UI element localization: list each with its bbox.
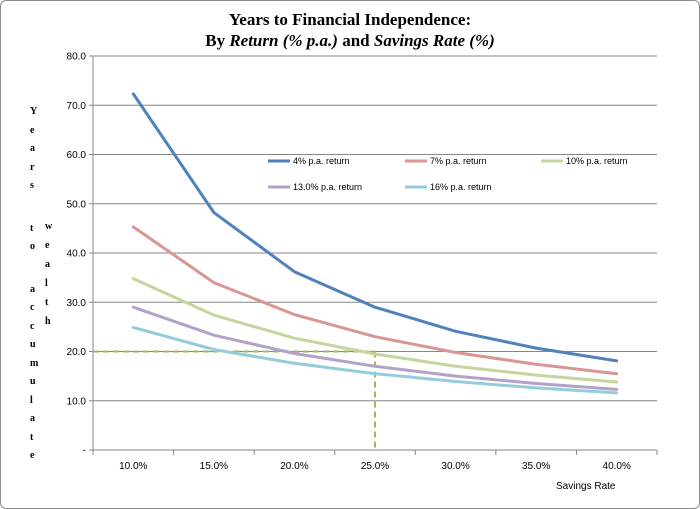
y-axis-label-letter: u	[30, 376, 36, 388]
y-axis-label-letter: e	[45, 240, 50, 251]
x-tick-label: 35.0%	[522, 461, 550, 472]
chart-title-line1: Years to Financial Independence:	[228, 10, 472, 29]
y-axis-label-letter: Y	[30, 106, 38, 117]
y-tick-label: 70.0	[67, 101, 87, 112]
x-tick-label: 40.0%	[603, 461, 631, 472]
x-tick-label: 30.0%	[441, 461, 469, 472]
y-axis-label-letter	[30, 261, 38, 285]
series-line-1	[131, 92, 619, 363]
y-axis-label-letter: l	[30, 394, 33, 406]
y-axis-label-letter: t	[30, 222, 34, 234]
x-axis-label: Savings Rate	[556, 481, 616, 492]
y-axis-label-letter: a	[30, 413, 35, 425]
y-axis-label-letter: e	[30, 124, 35, 136]
y-tick-label: 30.0	[67, 298, 87, 309]
y-axis-label-letter: s	[30, 180, 34, 191]
y-axis-label-letter: l	[45, 278, 48, 289]
y-tick-label: 60.0	[67, 150, 87, 161]
y-axis-label-letter: m	[30, 357, 39, 369]
y-axis-label-letter: e	[30, 450, 35, 462]
y-axis-label-letter: a	[30, 143, 35, 154]
series-line-4	[131, 305, 619, 391]
y-axis-label-letter: c	[30, 320, 35, 332]
x-tick-label: 10.0%	[119, 461, 147, 472]
y-axis-label-letter	[30, 200, 38, 224]
y-axis-label-letter: w	[45, 221, 53, 232]
title-savings-rate: Savings Rate (%)	[373, 31, 495, 50]
legend-label: 10% p.a. return	[566, 156, 628, 166]
y-axis-label-letter: t	[45, 297, 49, 308]
title-prefix: By	[205, 31, 230, 50]
legend-label: 7% p.a. return	[430, 156, 487, 166]
y-axis-label-letter: a	[30, 283, 35, 295]
legend-label: 16% p.a. return	[430, 182, 492, 192]
series-line-2	[131, 225, 619, 376]
y-tick-label: 80.0	[67, 52, 87, 63]
y-axis-label-letter: r	[30, 161, 35, 173]
y-axis-label-letter: c	[30, 302, 35, 314]
y-axis-label-letter: u	[30, 339, 36, 351]
series-line-5	[131, 325, 619, 395]
x-tick-label: 25.0%	[361, 461, 389, 472]
y-axis-label-letter: a	[45, 259, 50, 270]
legend-label: 4% p.a. return	[293, 156, 350, 166]
title-return: Return (% p.a.)	[229, 31, 338, 50]
y-tick-label: 50.0	[67, 199, 87, 210]
y-tick-label: 10.0	[67, 396, 87, 407]
x-tick-label: 20.0%	[280, 461, 308, 472]
y-axis-label-letter: o	[30, 241, 35, 253]
title-and: and	[337, 31, 374, 50]
y-tick-label: -	[83, 446, 86, 457]
chart-title-line2: By Return (% p.a.) and Savings Rate (%)	[0, 31, 700, 51]
series-line-3	[131, 277, 619, 384]
legend-label: 13.0% p.a. return	[293, 182, 362, 192]
y-axis-label-letter: t	[30, 431, 34, 443]
y-tick-label: 20.0	[67, 347, 87, 358]
y-axis-label-letter: h	[45, 316, 51, 327]
x-tick-label: 15.0%	[200, 461, 228, 472]
y-tick-label: 40.0	[67, 249, 87, 260]
